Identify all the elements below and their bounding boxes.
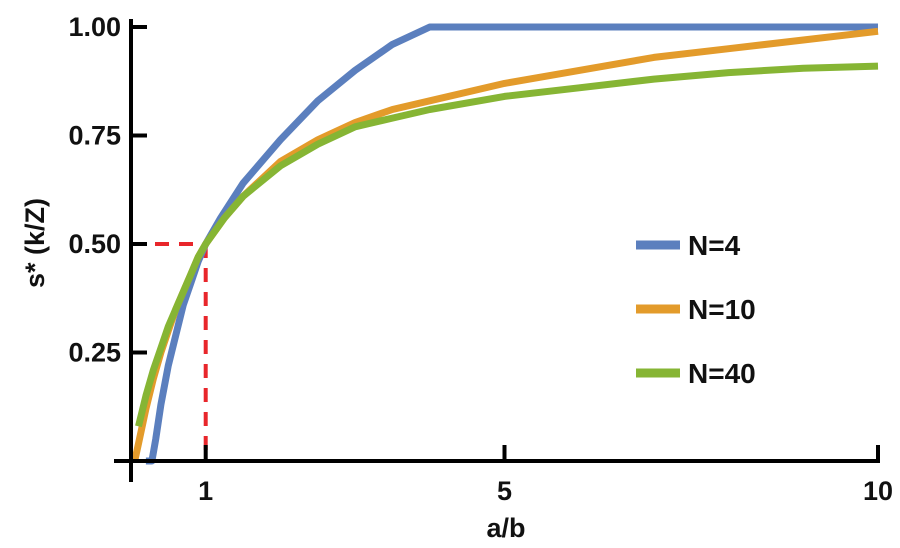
y-tick-label: 1.00 xyxy=(68,12,121,42)
x-tick-label: 10 xyxy=(863,476,893,506)
legend-label: N=40 xyxy=(688,358,756,389)
y-tick-label: 0.75 xyxy=(68,121,121,151)
legend-label: N=10 xyxy=(688,294,756,325)
legend: N=4 N=10 N=40 xyxy=(636,230,756,389)
plot-area: 0.25 0.50 0.75 1.00 1 5 10 N=4 N=10 N=40 xyxy=(68,12,893,506)
axes: 0.25 0.50 0.75 1.00 1 5 10 xyxy=(68,12,893,506)
series-layer xyxy=(131,23,879,465)
x-axis-title: a/b xyxy=(486,513,525,543)
y-tick-label: 0.50 xyxy=(68,229,121,259)
x-tick-label: 5 xyxy=(497,476,512,506)
y-axis-title: s* (k/Z) xyxy=(20,198,50,288)
x-tick-label: 1 xyxy=(198,476,213,506)
legend-label: N=4 xyxy=(688,230,741,261)
series-line-n-40 xyxy=(135,62,879,428)
y-tick-label: 0.25 xyxy=(68,338,121,368)
